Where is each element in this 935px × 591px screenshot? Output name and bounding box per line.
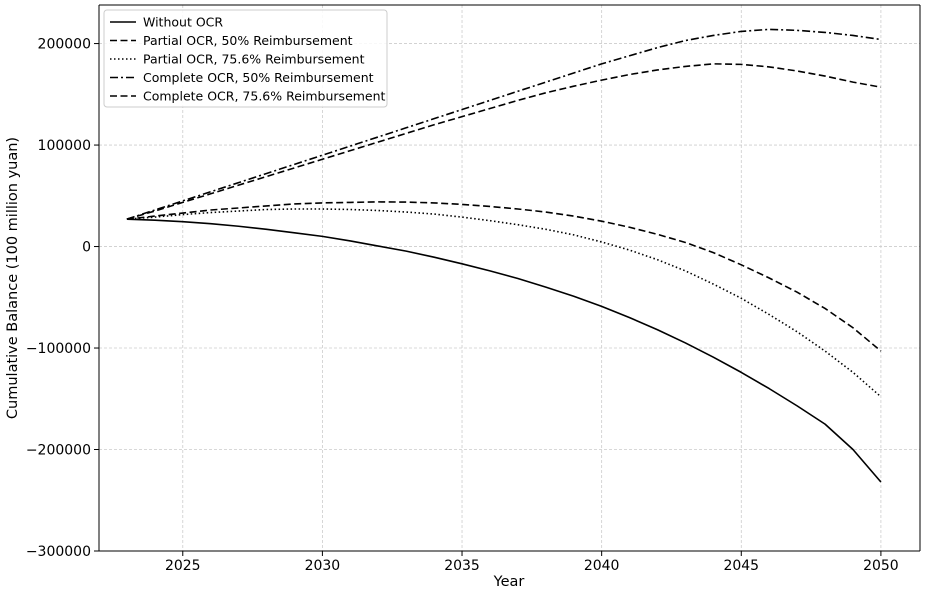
series-line xyxy=(126,208,882,398)
series-line xyxy=(126,201,882,352)
legend: Without OCR Partial OCR, 50% Reimbursemen… xyxy=(103,9,388,108)
legend-label: Partial OCR, 75.6% Reimbursement xyxy=(143,52,365,67)
x-tick-label: 2025 xyxy=(165,558,201,574)
y-tick-label: 0 xyxy=(82,240,91,256)
legend-frame xyxy=(103,9,388,108)
x-tick-label: 2030 xyxy=(305,558,341,574)
series-line xyxy=(126,218,882,483)
y-tick-label: 100000 xyxy=(38,138,91,154)
x-tick-label: 2035 xyxy=(444,558,480,574)
y-tick-label: −200000 xyxy=(26,443,91,459)
y-axis-label: Cumulative Balance (100 million yuan) xyxy=(5,137,21,419)
series-line xyxy=(126,28,882,220)
x-axis-label: Year xyxy=(493,574,525,590)
axes xyxy=(98,4,921,552)
x-tick-label: 2040 xyxy=(584,558,620,574)
y-tick-label: −300000 xyxy=(26,544,91,560)
legend-label: Complete OCR, 50% Reimbursement xyxy=(143,70,374,85)
y-tick-label: 200000 xyxy=(38,37,91,53)
legend-label: Without OCR xyxy=(143,15,223,30)
series-line xyxy=(126,63,882,220)
legend-label: Partial OCR, 50% Reimbursement xyxy=(143,33,353,48)
y-tick-label: −100000 xyxy=(26,341,91,357)
series-lines xyxy=(126,28,882,483)
x-tick-label: 2050 xyxy=(863,558,899,574)
ticks: 2025 2030 2035 2040 2045 2050 −300000 −200000 −1… xyxy=(26,37,899,574)
x-tick-label: 2045 xyxy=(723,558,759,574)
legend-label: Complete OCR, 75.6% Reimbursement xyxy=(143,89,386,104)
